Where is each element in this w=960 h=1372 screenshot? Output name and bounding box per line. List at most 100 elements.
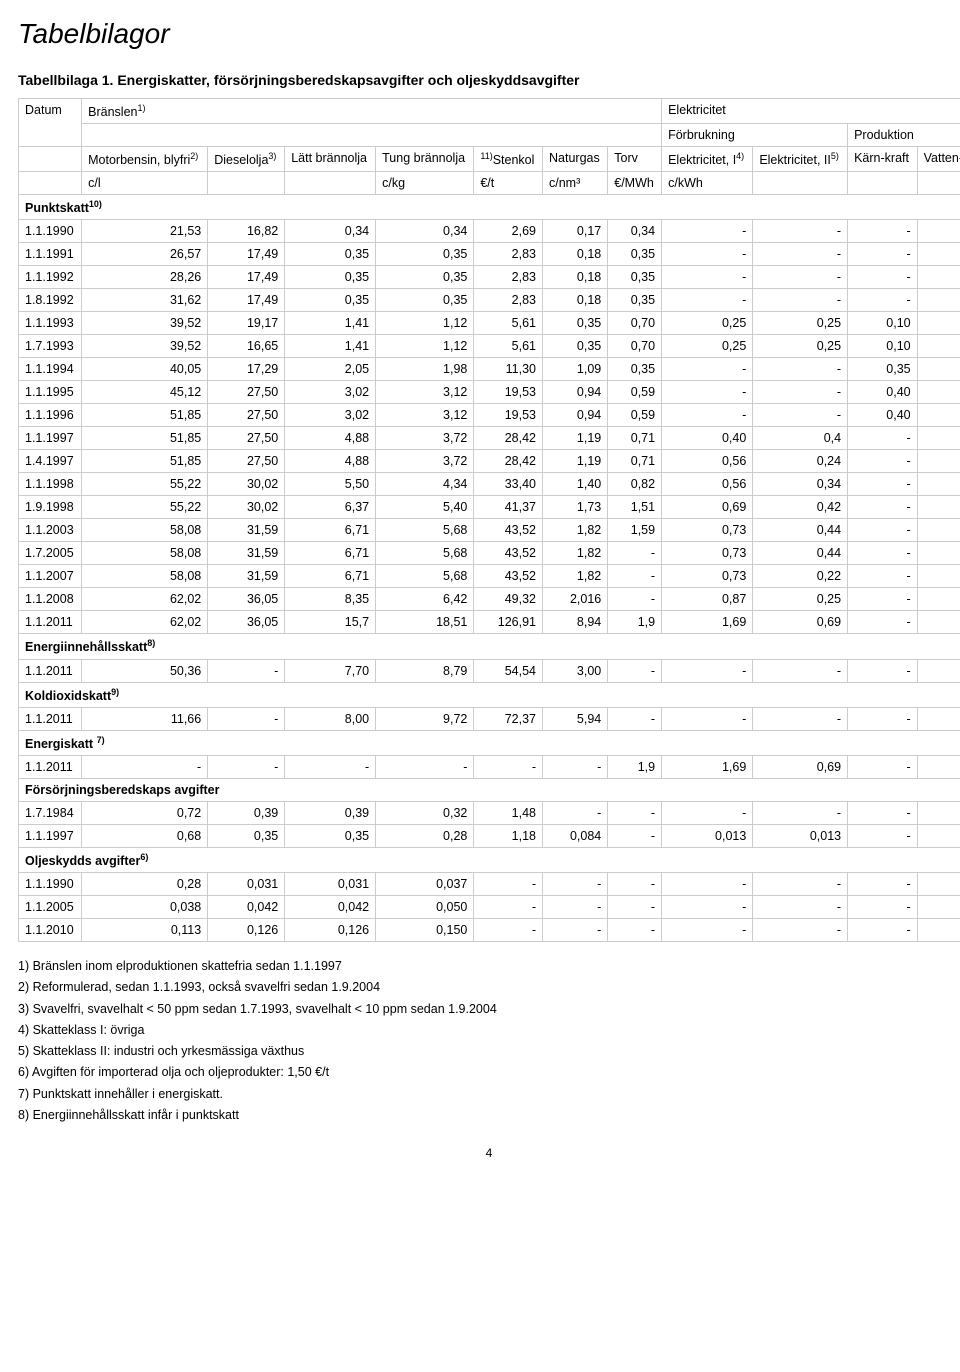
col-header: Motorbensin, blyfri2) <box>82 147 208 172</box>
value-cell: 30,02 <box>208 496 285 519</box>
blank <box>19 172 82 195</box>
date-cell: 1.1.1994 <box>19 358 82 381</box>
value-cell: - <box>848 542 918 565</box>
date-cell: 1.4.1997 <box>19 450 82 473</box>
section-title: Koldioxidskatt9) <box>19 682 960 707</box>
value-cell: 0,35 <box>285 289 376 312</box>
date-cell: 1.1.1996 <box>19 404 82 427</box>
value-cell: 0,037 <box>376 873 474 896</box>
value-cell: 0,69 <box>753 611 848 634</box>
value-cell: 1,51 <box>608 496 662 519</box>
value-cell: - <box>917 755 960 778</box>
value-cell: 51,85 <box>82 404 208 427</box>
value-cell: - <box>543 755 608 778</box>
value-cell: 51,85 <box>82 427 208 450</box>
unit-header: c/kWh <box>662 172 753 195</box>
value-cell: 45,12 <box>82 381 208 404</box>
value-cell: 4,88 <box>285 427 376 450</box>
value-cell: 1,82 <box>543 519 608 542</box>
group-elektricitet: Elektricitet <box>662 99 960 124</box>
value-cell: 0,25 <box>753 335 848 358</box>
value-cell: 1,09 <box>543 358 608 381</box>
table-row: 1.1.199339,5219,171,411,125,610,350,700,… <box>19 312 960 335</box>
value-cell: 1,82 <box>543 565 608 588</box>
table-row: 1.8.199231,6217,490,350,352,830,180,35--… <box>19 289 960 312</box>
footnotes: 1) Bränslen inom elproduktionen skattefr… <box>18 956 960 1126</box>
value-cell: - <box>753 659 848 682</box>
unit-header <box>753 172 848 195</box>
value-cell: 0,22 <box>753 565 848 588</box>
value-cell: 0,25 <box>753 588 848 611</box>
value-cell: - <box>376 755 474 778</box>
col-header: Torv <box>608 147 662 172</box>
value-cell: - <box>662 358 753 381</box>
value-cell: 1,48 <box>474 801 543 824</box>
value-cell: 17,49 <box>208 289 285 312</box>
value-cell: - <box>917 707 960 730</box>
value-cell: - <box>753 404 848 427</box>
table-row: 1.1.199751,8527,504,883,7228,421,190,710… <box>19 427 960 450</box>
table-row: 1.1.201162,0236,0515,718,51126,918,941,9… <box>19 611 960 634</box>
value-cell: 19,53 <box>474 381 543 404</box>
value-cell: 0,35 <box>285 243 376 266</box>
value-cell: - <box>608 659 662 682</box>
value-cell: 27,50 <box>208 381 285 404</box>
value-cell: - <box>753 801 848 824</box>
value-cell: - <box>753 220 848 243</box>
date-cell: 1.1.1997 <box>19 427 82 450</box>
value-cell: 0,34 <box>608 220 662 243</box>
table-row: 1.1.199021,5316,820,340,342,690,170,34--… <box>19 220 960 243</box>
unit-header <box>285 172 376 195</box>
value-cell: 126,91 <box>474 611 543 634</box>
value-cell: 39,52 <box>82 312 208 335</box>
value-cell: 49,32 <box>474 588 543 611</box>
value-cell: - <box>917 896 960 919</box>
value-cell: - <box>917 801 960 824</box>
value-cell: - <box>608 896 662 919</box>
value-cell: 0,042 <box>285 896 376 919</box>
table-row: 1.1.201111,66-8,009,7272,375,94----- <box>19 707 960 730</box>
value-cell: 0,34 <box>285 220 376 243</box>
value-cell: 0,40 <box>848 404 918 427</box>
value-cell: - <box>848 289 918 312</box>
value-cell: 1,19 <box>543 427 608 450</box>
value-cell: 0,39 <box>285 801 376 824</box>
value-cell: 0,150 <box>376 919 474 942</box>
value-cell: 0,042 <box>208 896 285 919</box>
value-cell: 0,18 <box>543 243 608 266</box>
value-cell: 16,65 <box>208 335 285 358</box>
value-cell: 0,34 <box>376 220 474 243</box>
value-cell: 0,18 <box>543 289 608 312</box>
value-cell: 0,35 <box>376 266 474 289</box>
value-cell: 27,50 <box>208 450 285 473</box>
value-cell: - <box>917 873 960 896</box>
value-cell: 36,05 <box>208 611 285 634</box>
col-header: Dieselolja3) <box>208 147 285 172</box>
value-cell: - <box>917 519 960 542</box>
value-cell: - <box>662 243 753 266</box>
value-cell: 0,34 <box>753 473 848 496</box>
table-row: 1.4.199751,8527,504,883,7228,421,190,710… <box>19 450 960 473</box>
value-cell: 2,83 <box>474 289 543 312</box>
value-cell: - <box>917 243 960 266</box>
value-cell: - <box>848 919 918 942</box>
page-subtitle: Tabellbilaga 1. Energiskatter, försörjni… <box>18 72 960 88</box>
value-cell: 0,07 <box>917 404 960 427</box>
table-row: 1.1.200358,0831,596,715,6843,521,821,590… <box>19 519 960 542</box>
value-cell: 0,82 <box>608 473 662 496</box>
value-cell: - <box>753 919 848 942</box>
value-cell: - <box>608 873 662 896</box>
value-cell: 0,013 <box>662 824 753 847</box>
value-cell: - <box>917 335 960 358</box>
value-cell: - <box>917 542 960 565</box>
value-cell: 0,94 <box>543 404 608 427</box>
value-cell: - <box>543 896 608 919</box>
date-cell: 1.8.1992 <box>19 289 82 312</box>
value-cell: 16,82 <box>208 220 285 243</box>
date-cell: 1.1.2007 <box>19 565 82 588</box>
value-cell: - <box>474 755 543 778</box>
value-cell: - <box>608 919 662 942</box>
table-row: 1.1.200862,0236,058,356,4249,322,016-0,8… <box>19 588 960 611</box>
footnote-line: 2) Reformulerad, sedan 1.1.1993, också s… <box>18 977 960 998</box>
value-cell: 4,88 <box>285 450 376 473</box>
